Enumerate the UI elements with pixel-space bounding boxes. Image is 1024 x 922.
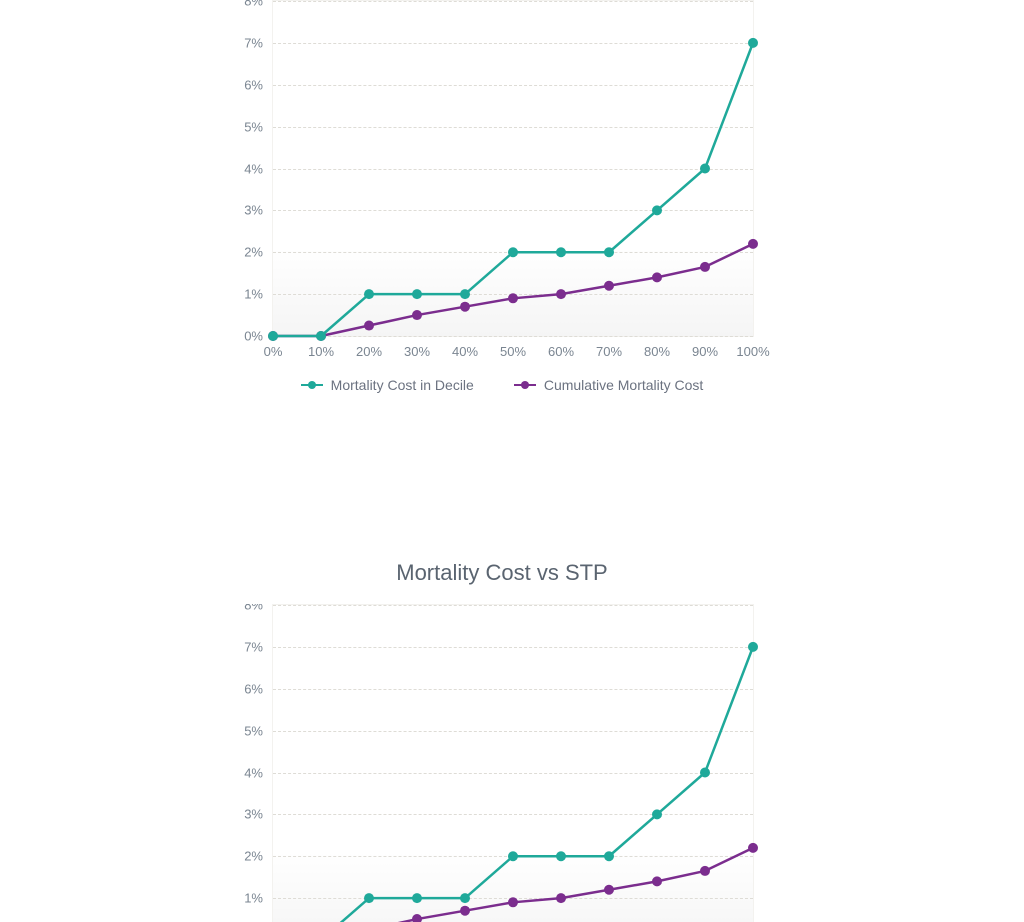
y-tick-label: 4% xyxy=(244,161,273,176)
series-marker-cumulative xyxy=(556,893,566,903)
series-marker-cumulative xyxy=(364,321,374,331)
series-marker-decile xyxy=(604,247,614,257)
series-marker-decile xyxy=(364,289,374,299)
series-marker-decile xyxy=(412,289,422,299)
legend-label-decile: Mortality Cost in Decile xyxy=(331,377,474,393)
chart-2-series xyxy=(273,605,753,922)
y-tick-label: 1% xyxy=(244,287,273,302)
x-tick-label: 20% xyxy=(356,336,382,359)
series-marker-cumulative xyxy=(460,906,470,916)
series-marker-decile xyxy=(556,851,566,861)
y-tick-label: 7% xyxy=(244,35,273,50)
series-marker-decile xyxy=(412,893,422,903)
chart-1-legend: Mortality Cost in Decile Cumulative Mort… xyxy=(232,377,772,393)
y-tick-label: 6% xyxy=(244,77,273,92)
series-marker-decile xyxy=(364,893,374,903)
series-marker-decile xyxy=(604,851,614,861)
legend-item-decile: Mortality Cost in Decile xyxy=(301,377,474,393)
y-tick-label: 6% xyxy=(244,681,273,696)
series-line-decile xyxy=(273,43,753,336)
series-marker-cumulative xyxy=(556,289,566,299)
series-marker-cumulative xyxy=(508,293,518,303)
x-tick-label: 50% xyxy=(500,336,526,359)
series-marker-cumulative xyxy=(700,866,710,876)
series-marker-decile xyxy=(700,164,710,174)
y-tick-label: 3% xyxy=(244,807,273,822)
series-marker-decile xyxy=(556,247,566,257)
series-marker-cumulative xyxy=(748,239,758,249)
series-marker-decile xyxy=(652,205,662,215)
series-marker-decile xyxy=(460,893,470,903)
series-marker-cumulative xyxy=(652,272,662,282)
series-marker-cumulative xyxy=(748,843,758,853)
series-marker-decile xyxy=(748,38,758,48)
series-marker-cumulative xyxy=(412,914,422,922)
series-marker-cumulative xyxy=(700,262,710,272)
legend-item-cumulative: Cumulative Mortality Cost xyxy=(514,377,704,393)
series-marker-cumulative xyxy=(460,302,470,312)
x-tick-label: 90% xyxy=(692,336,718,359)
x-tick-label: 100% xyxy=(736,336,769,359)
series-marker-decile xyxy=(508,247,518,257)
series-marker-decile xyxy=(652,809,662,819)
chart-2: Mortality Cost vs STP 0%1%2%3%4%5%6%7%8% xyxy=(232,560,772,922)
legend-label-cumulative: Cumulative Mortality Cost xyxy=(544,377,704,393)
chart-1: 0%1%2%3%4%5%6%7%8%0%10%20%30%40%50%60%70… xyxy=(232,0,772,393)
x-tick-label: 80% xyxy=(644,336,670,359)
y-tick-label: 3% xyxy=(244,203,273,218)
series-marker-decile xyxy=(268,331,278,341)
y-tick-label: 4% xyxy=(244,765,273,780)
series-line-decile xyxy=(273,647,753,922)
series-marker-cumulative xyxy=(412,310,422,320)
series-marker-cumulative xyxy=(508,897,518,907)
y-tick-label: 7% xyxy=(244,639,273,654)
y-tick-label: 8% xyxy=(244,0,273,9)
x-tick-label: 40% xyxy=(452,336,478,359)
series-marker-decile xyxy=(508,851,518,861)
y-tick-label: 5% xyxy=(244,723,273,738)
y-tick-label: 8% xyxy=(244,604,273,613)
y-tick-label: 1% xyxy=(244,891,273,906)
chart-1-plot: 0%1%2%3%4%5%6%7%8%0%10%20%30%40%50%60%70… xyxy=(272,0,754,337)
series-marker-decile xyxy=(316,331,326,341)
chart-1-series xyxy=(273,1,753,336)
chart-2-title: Mortality Cost vs STP xyxy=(232,560,772,586)
series-marker-decile xyxy=(460,289,470,299)
legend-swatch-decile xyxy=(301,380,323,390)
y-tick-label: 5% xyxy=(244,119,273,134)
series-marker-decile xyxy=(748,642,758,652)
series-marker-cumulative xyxy=(604,281,614,291)
legend-swatch-cumulative xyxy=(514,380,536,390)
series-line-cumulative xyxy=(273,244,753,336)
series-marker-cumulative xyxy=(604,885,614,895)
x-tick-label: 70% xyxy=(596,336,622,359)
y-tick-label: 2% xyxy=(244,849,273,864)
chart-2-plot: 0%1%2%3%4%5%6%7%8% xyxy=(272,604,754,922)
x-tick-label: 30% xyxy=(404,336,430,359)
y-tick-label: 2% xyxy=(244,245,273,260)
series-marker-decile xyxy=(700,768,710,778)
x-tick-label: 60% xyxy=(548,336,574,359)
